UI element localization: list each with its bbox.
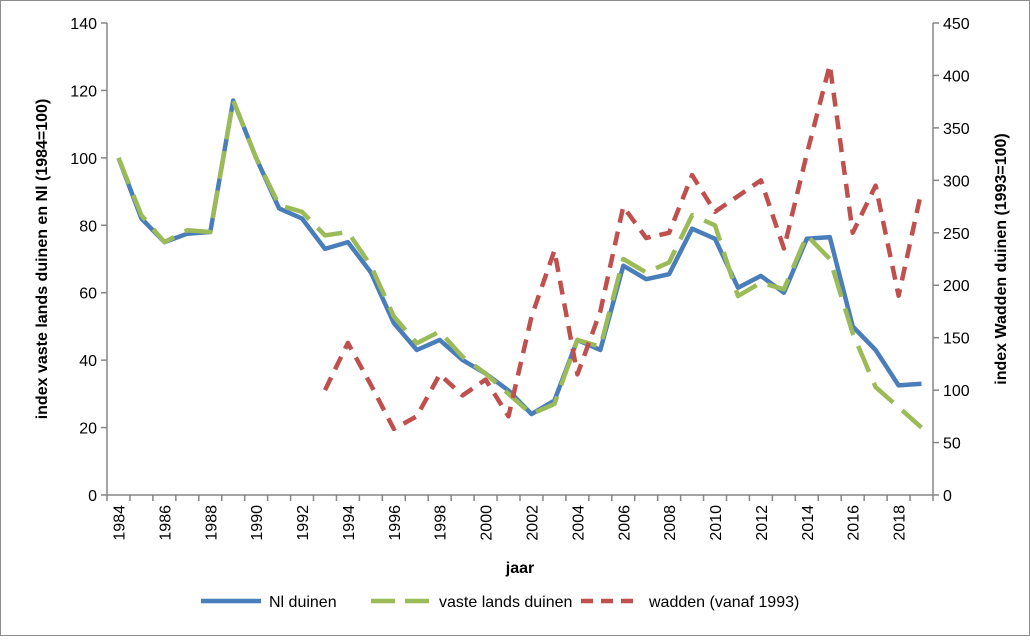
y-tick-label-right: 200 [943, 278, 970, 295]
y-tick-label-left: 140 [70, 16, 97, 33]
x-tick-label: 2010 [708, 505, 725, 541]
y-tick-label-right: 450 [943, 16, 970, 33]
x-tick-label: 1996 [387, 505, 404, 541]
y-tick-label-right: 150 [943, 331, 970, 348]
y-tick-label-right: 50 [943, 436, 961, 453]
y-tick-label-right: 0 [943, 488, 952, 505]
x-tick-label: 1986 [157, 505, 174, 541]
y-tick-label-left: 0 [88, 488, 97, 505]
x-tick-label: 2006 [616, 505, 633, 541]
y-tick-label-left: 120 [70, 83, 97, 100]
x-tick-label: 2008 [662, 505, 679, 541]
x-tick-label: 2014 [800, 505, 817, 541]
x-tick-label: 1992 [295, 505, 312, 541]
series-line-2 [322, 62, 924, 432]
x-tick-label: 2012 [754, 505, 771, 541]
y-axis-title-right: index Wadden duinen (1993=100) [993, 133, 1010, 384]
x-tick-label: 2018 [892, 505, 909, 541]
y-tick-label-right: 400 [943, 68, 970, 85]
x-tick-label: 1998 [433, 505, 450, 541]
legend-label: Nl duinen [269, 594, 337, 611]
x-tick-label: 2016 [846, 505, 863, 541]
x-tick-label: 2004 [570, 505, 587, 541]
y-tick-label-right: 300 [943, 173, 970, 190]
legend-label: wadden (vanaf 1993) [648, 594, 799, 611]
x-tick-label: 1994 [341, 505, 358, 541]
series-line-1 [116, 98, 923, 430]
x-tick-label: 1988 [203, 505, 220, 541]
x-tick-label: 2000 [479, 505, 496, 541]
y-tick-label-left: 40 [79, 353, 97, 370]
y-tick-label-left: 20 [79, 421, 97, 438]
y-tick-label-left: 60 [79, 286, 97, 303]
legend-label: vaste lands duinen [439, 594, 572, 611]
x-tick-label: 1984 [111, 505, 128, 541]
y-tick-label-right: 250 [943, 226, 970, 243]
y-tick-label-right: 350 [943, 121, 970, 138]
y-tick-label-left: 100 [70, 151, 97, 168]
y-axis-title-left: index vaste lands duinen en Nl (1984=100… [34, 99, 51, 420]
y-tick-label-right: 100 [943, 383, 970, 400]
x-tick-label: 2002 [524, 505, 541, 541]
y-tick-label-left: 80 [79, 218, 97, 235]
x-tick-label: 1990 [249, 505, 266, 541]
x-axis-title: jaar [505, 560, 534, 577]
